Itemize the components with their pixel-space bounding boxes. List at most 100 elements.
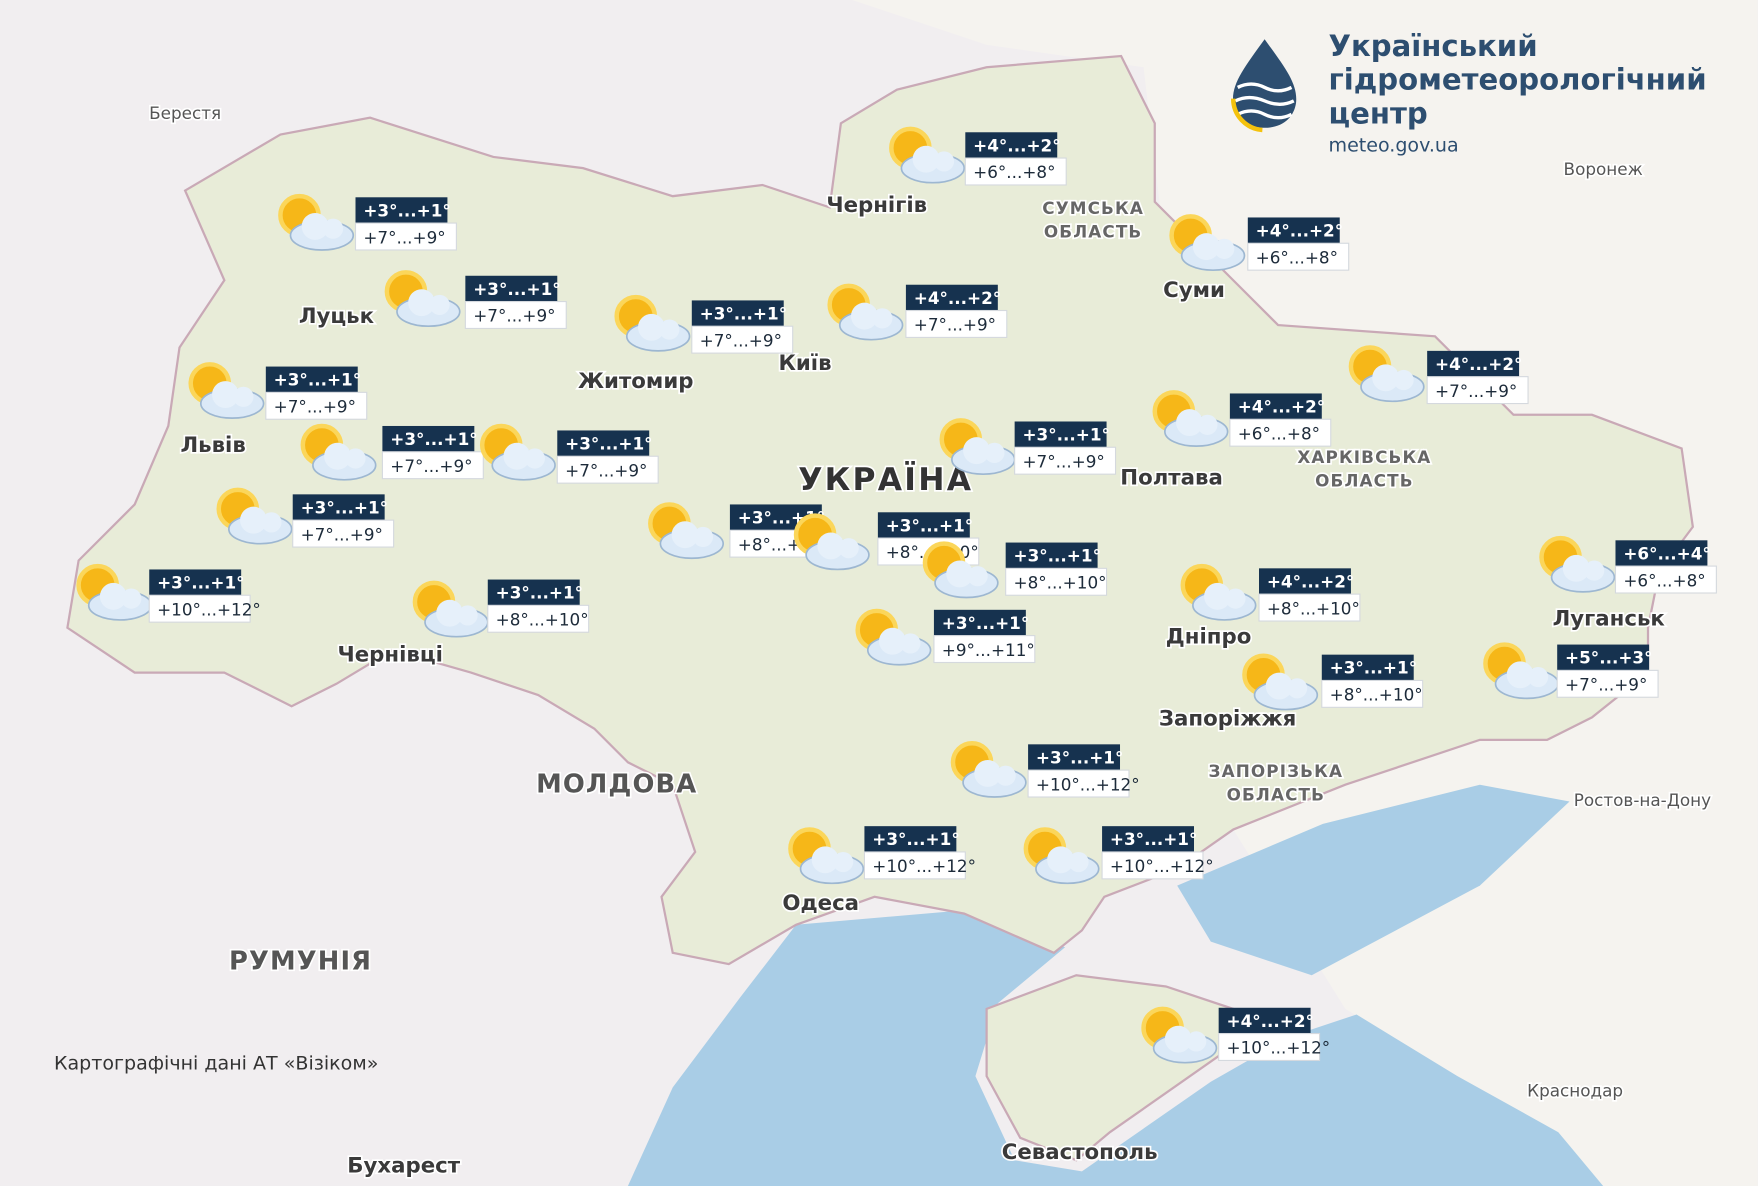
- cloud: [1393, 369, 1414, 391]
- map-label: Київ: [778, 351, 831, 376]
- forecast: +3°...+1° +7°...+9°: [614, 294, 794, 354]
- night-temp: +4°...+2°: [1238, 397, 1325, 417]
- cloud: [1562, 554, 1590, 582]
- day-box: [1229, 418, 1332, 447]
- day-temp: +7°...+9°: [274, 397, 356, 417]
- cloud: [637, 313, 665, 341]
- map-label: Берестя: [149, 103, 221, 123]
- night-box: [265, 366, 358, 393]
- night-temp: +3°...+1°: [274, 370, 361, 390]
- header-title: Український: [1329, 29, 1538, 63]
- night-box: [1259, 568, 1351, 595]
- night-temp: +6°...+4°: [1623, 543, 1710, 563]
- weather-icon: [939, 418, 1016, 476]
- day-temp: +6°...+8°: [1238, 423, 1320, 443]
- sea-of-azov: [1177, 784, 1570, 976]
- day-box: [933, 635, 1036, 664]
- map-label: Одеса: [782, 891, 859, 916]
- cloud: [872, 308, 893, 329]
- forecast: +4°...+2° +6°...+8°: [889, 126, 1067, 186]
- cloud: [817, 532, 845, 560]
- night-box: [355, 197, 448, 224]
- map-label: Бухарест: [347, 1154, 460, 1179]
- day-box: [354, 222, 457, 251]
- forecast: +6°...+4° +6°...+8°: [1539, 535, 1717, 594]
- night-temp: +4°...+2°: [1435, 354, 1522, 374]
- weather-icon: [188, 362, 265, 419]
- night-box: [149, 569, 242, 596]
- cloud: [212, 381, 239, 409]
- forecast: +3°...+1° +7°...+9°: [216, 487, 395, 548]
- weather-icon: [1023, 827, 1100, 885]
- night-box: [1028, 744, 1121, 771]
- map-label: Житомир: [578, 369, 693, 394]
- cloud: [933, 151, 955, 172]
- cloud: [1204, 582, 1231, 610]
- forecast: +3°...+1° +7°...+9°: [384, 270, 567, 330]
- cloud: [345, 448, 366, 469]
- map-label: Дніпро: [1166, 624, 1252, 649]
- cloud: [974, 760, 1002, 787]
- sea: [627, 910, 1604, 1186]
- forecast: +4°...+2° +8°...+10°: [1180, 563, 1361, 622]
- weather-icon: [922, 541, 999, 599]
- night-temp: +4°...+2°: [914, 288, 1001, 308]
- cloud: [1068, 851, 1089, 873]
- header-url: meteo.gov.ua: [1329, 134, 1459, 156]
- day-temp: +7°...+9°: [363, 227, 445, 247]
- cloud: [900, 633, 921, 654]
- day-temp: +9°...+11°: [942, 640, 1035, 660]
- header-title: центр: [1329, 96, 1428, 130]
- cloud: [879, 627, 906, 655]
- weather-icon: [648, 502, 725, 560]
- cloud: [233, 386, 254, 407]
- forecast: +4°...+2° +7°...+9°: [1348, 345, 1529, 405]
- night-box: [933, 609, 1026, 636]
- weather-icon: [479, 423, 556, 481]
- weather-icon: [1169, 214, 1246, 271]
- night-temp: +3°...+1°: [1330, 658, 1417, 678]
- day-temp: +6°...+8°: [1256, 247, 1338, 267]
- night-box: [691, 300, 784, 327]
- forecast: +4°...+2° +10°...+12°: [1141, 1006, 1330, 1064]
- cloud: [1047, 846, 1075, 874]
- cloud: [1265, 672, 1293, 700]
- day-box: [487, 604, 590, 633]
- day-temp: +8°...+10°: [1330, 685, 1423, 705]
- night-box: [905, 284, 998, 311]
- cloud: [967, 566, 988, 587]
- night-box: [1014, 421, 1107, 448]
- forecast: +3°...+1° +9°...+11°: [855, 608, 1036, 666]
- day-box: [1556, 669, 1659, 698]
- map-label: Краснодар: [1527, 1080, 1623, 1100]
- day-temp: +7°...+9°: [390, 456, 472, 476]
- night-box: [1102, 826, 1194, 852]
- cloud: [1528, 666, 1549, 688]
- cloud: [850, 302, 878, 330]
- night-temp: +3°...+1°: [942, 613, 1029, 633]
- logo: [1230, 39, 1297, 133]
- night-temp: +3°...+1°: [1110, 829, 1197, 849]
- night-box: [465, 275, 558, 302]
- map-label: Воронеж: [1564, 159, 1643, 179]
- weather-icon: [300, 423, 377, 481]
- map-label: Запоріжжя: [1159, 706, 1296, 731]
- weather-icon: [793, 513, 870, 571]
- night-temp: +3°...+1°: [700, 303, 787, 323]
- forecast: +3°...+1°+8°...+10°: [648, 502, 832, 560]
- night-box: [487, 579, 580, 606]
- night-temp: +3°...+1°: [496, 583, 583, 603]
- weather-icon: [278, 193, 355, 251]
- night-box: [1247, 217, 1340, 244]
- cloud: [995, 765, 1016, 786]
- forecast: +4°...+2° +6°...+8°: [1152, 390, 1332, 447]
- weather-icon: [1348, 345, 1425, 403]
- night-temp: +4°...+2°: [1256, 221, 1343, 241]
- cloud: [692, 526, 714, 548]
- night-temp: +3°...+1°: [1022, 425, 1109, 445]
- weather-icon: [788, 827, 865, 885]
- weather-icon: [614, 294, 691, 352]
- cloud: [1197, 414, 1218, 435]
- night-box: [382, 425, 475, 452]
- day-temp: +7°...+9°: [565, 460, 647, 480]
